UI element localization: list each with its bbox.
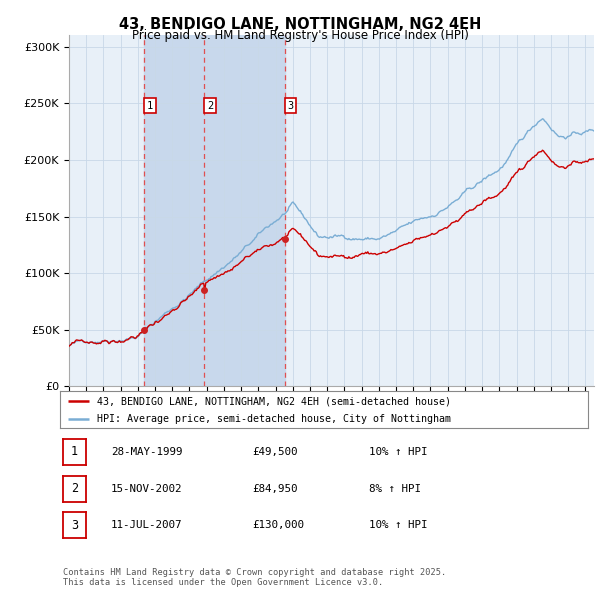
Text: £84,950: £84,950 [252, 484, 298, 493]
Text: £130,000: £130,000 [252, 520, 304, 530]
Text: 15-NOV-2002: 15-NOV-2002 [111, 484, 182, 493]
Text: 3: 3 [71, 519, 78, 532]
Text: Contains HM Land Registry data © Crown copyright and database right 2025.
This d: Contains HM Land Registry data © Crown c… [63, 568, 446, 587]
Text: 3: 3 [287, 101, 293, 110]
Text: 10% ↑ HPI: 10% ↑ HPI [369, 447, 427, 457]
Bar [145, 35, 205, 386]
Text: 43, BENDIGO LANE, NOTTINGHAM, NG2 4EH (semi-detached house): 43, BENDIGO LANE, NOTTINGHAM, NG2 4EH (s… [97, 396, 451, 407]
Bar [205, 35, 284, 386]
Text: 10% ↑ HPI: 10% ↑ HPI [369, 520, 427, 530]
Text: 1: 1 [71, 445, 78, 458]
Text: 8% ↑ HPI: 8% ↑ HPI [369, 484, 421, 493]
Text: 28-MAY-1999: 28-MAY-1999 [111, 447, 182, 457]
Text: HPI: Average price, semi-detached house, City of Nottingham: HPI: Average price, semi-detached house,… [97, 414, 451, 424]
Text: 2: 2 [71, 482, 78, 495]
Text: 43, BENDIGO LANE, NOTTINGHAM, NG2 4EH: 43, BENDIGO LANE, NOTTINGHAM, NG2 4EH [119, 17, 481, 31]
Text: £49,500: £49,500 [252, 447, 298, 457]
Text: 11-JUL-2007: 11-JUL-2007 [111, 520, 182, 530]
Text: 1: 1 [147, 101, 153, 110]
Text: 2: 2 [207, 101, 213, 110]
Text: Price paid vs. HM Land Registry's House Price Index (HPI): Price paid vs. HM Land Registry's House … [131, 30, 469, 42]
